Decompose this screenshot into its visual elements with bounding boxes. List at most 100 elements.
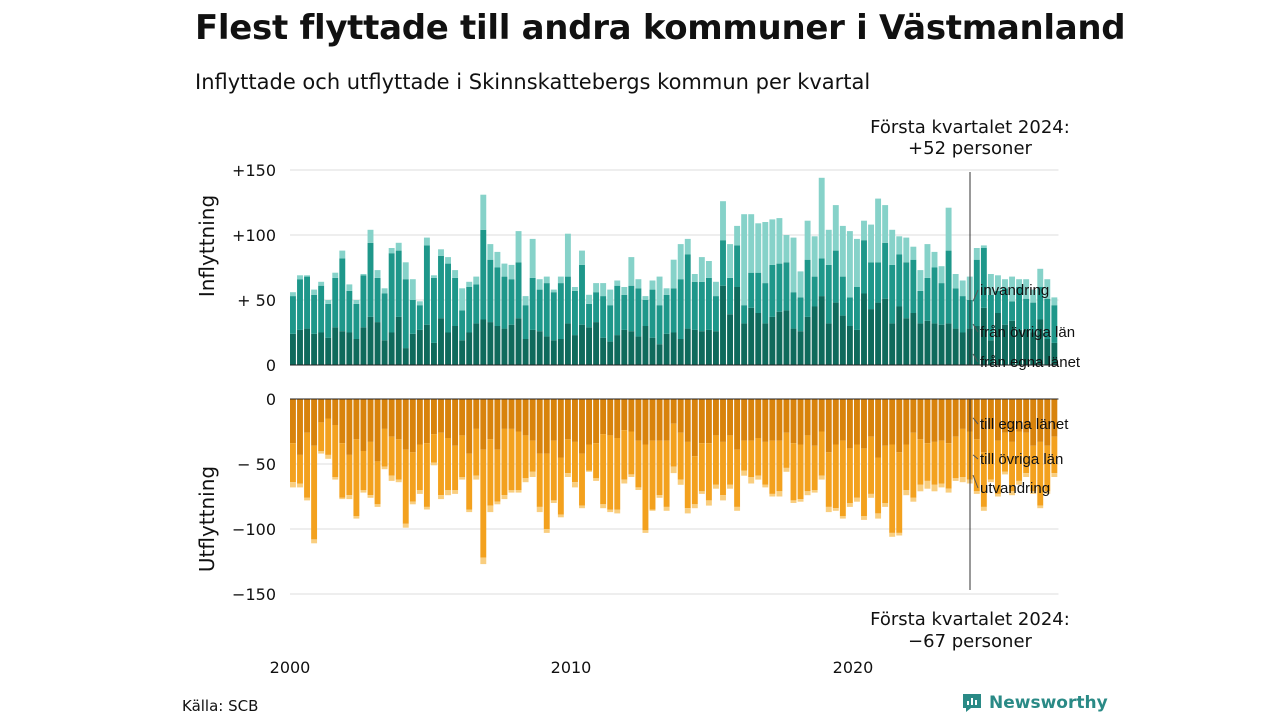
outflow-bar-segment xyxy=(431,434,437,463)
outflow-bar-segment xyxy=(713,399,719,436)
outflow-bar-segment xyxy=(705,500,712,506)
inflow-bar-segment xyxy=(783,235,790,263)
outflow-bar-segment xyxy=(557,399,564,458)
inflow-bar-segment xyxy=(854,287,860,330)
outflow-bar-segment xyxy=(727,484,733,489)
outflow-bar-segment xyxy=(973,491,980,494)
inflow-bar-segment xyxy=(607,305,614,342)
outflow-bar-segment xyxy=(875,399,882,458)
inflow-bar-segment xyxy=(924,277,931,321)
inflow-bar-segment xyxy=(875,262,882,303)
outflow-bar-segment xyxy=(783,432,790,468)
inflow-bar-segment xyxy=(431,275,437,278)
inflow-bar-segment xyxy=(691,329,698,365)
inflow-bar-segment xyxy=(861,240,867,294)
outflow-bar-segment xyxy=(515,490,522,493)
outflow-bar-segment xyxy=(1023,432,1030,474)
outflow-bar-segment xyxy=(995,399,1001,441)
outflow-bar-segment xyxy=(318,451,325,454)
outflow-ylabel: Utflyttning xyxy=(195,466,219,572)
ytick-label: 0 xyxy=(266,390,276,409)
inflow-bar-segment xyxy=(536,331,543,365)
outflow-bar-segment xyxy=(311,539,318,544)
outflow-bar-segment xyxy=(917,399,924,440)
outflow-bar-segment xyxy=(459,435,466,477)
inflow-bar-segment xyxy=(501,263,508,277)
inflow-bar-segment xyxy=(1037,268,1044,287)
outflow-bar-segment xyxy=(473,475,480,480)
inflow-bar-segment xyxy=(423,245,430,325)
inflow-bar-segment xyxy=(698,281,705,332)
outflow-bar-segment xyxy=(769,493,776,497)
outflow-bar-segment xyxy=(741,440,748,471)
inflow-bar-segment xyxy=(1051,305,1058,343)
inflow-bar-segment xyxy=(635,288,642,337)
inflow-bar-segment xyxy=(797,297,804,332)
inflow-bar-segment xyxy=(952,274,959,289)
inflow-bar-segment xyxy=(529,277,536,330)
inflow-bar-segment xyxy=(952,288,959,329)
outflow-bar-segment xyxy=(720,441,726,496)
outflow-bar-segment xyxy=(910,399,917,433)
inflow-bar-segment xyxy=(875,302,882,365)
outflow-bar-segment xyxy=(903,399,910,445)
outflow-bar-segment xyxy=(438,399,444,433)
outflow-bar-segment xyxy=(564,439,571,474)
inflow-annotation-line2: +52 personer xyxy=(908,138,1032,159)
outflow-bar-segment xyxy=(713,484,719,489)
inflow-bar-segment xyxy=(910,313,917,365)
inflow-bar-segment xyxy=(572,287,578,291)
outflow-bar-segment xyxy=(980,506,987,511)
inflow-bar-segment xyxy=(360,327,367,365)
brand-logo[interactable]: Newsworthy xyxy=(961,692,1108,714)
outflow-bar-segment xyxy=(416,399,423,445)
ytick-label: +150 xyxy=(232,161,276,180)
outflow-bar-segment xyxy=(550,500,557,503)
outflow-bar-segment xyxy=(593,443,600,479)
inflow-bar-segment xyxy=(903,262,910,319)
inflow-bar-segment xyxy=(945,207,952,251)
outflow-bars xyxy=(290,399,1058,565)
outflow-bar-segment xyxy=(839,440,846,516)
outflow-bar-segment xyxy=(628,431,635,475)
inflow-bar-segment xyxy=(825,264,832,324)
outflow-bar-segment xyxy=(818,431,825,476)
outflow-bar-segment xyxy=(896,452,903,533)
ytick-label: +100 xyxy=(232,226,276,245)
outflow-bar-segment xyxy=(332,477,339,480)
inflow-bar-segment xyxy=(438,255,444,319)
outflow-bar-segment xyxy=(748,399,755,441)
inflow-bar-segment xyxy=(1016,279,1023,287)
outflow-bar-segment xyxy=(325,454,332,459)
inflow-bar-segment xyxy=(1002,288,1008,325)
outflow-bar-segment xyxy=(304,497,310,501)
outflow-bar-segment xyxy=(959,477,966,483)
outflow-bar-segment xyxy=(903,490,910,496)
inflow-bar-segment xyxy=(593,322,600,365)
inflow-bar-segment xyxy=(494,326,501,365)
inflow-bar-segment xyxy=(480,319,487,365)
outflow-bar-segment xyxy=(586,444,592,471)
outflow-bar-segment xyxy=(649,399,656,441)
inflow-bar-segment xyxy=(1009,320,1015,365)
inflow-bar-segment xyxy=(628,285,635,332)
outflow-bar-segment xyxy=(621,399,628,431)
inflow-bar-segment xyxy=(769,264,776,317)
outflow-bar-segment xyxy=(734,449,741,507)
outflow-annotation-line2: −67 personer xyxy=(908,631,1032,652)
outflow-bar-segment xyxy=(656,495,663,498)
outflow-bar-segment xyxy=(917,439,924,485)
inflow-bar-segment xyxy=(896,306,903,365)
outflow-bar-segment xyxy=(1002,471,1008,475)
inflow-bar-segment xyxy=(628,331,635,365)
inflow-bar-segment xyxy=(868,262,874,310)
outflow-bar-segment xyxy=(318,422,325,451)
inflow-bar-segment xyxy=(508,279,515,325)
inflow-annotation-line1: Första kvartalet 2024: xyxy=(870,117,1070,138)
outflow-bar-segment xyxy=(600,434,607,505)
inflow-bar-segment xyxy=(811,276,818,307)
inflow-bar-segment xyxy=(332,272,339,278)
inflow-bar-segment xyxy=(656,276,663,306)
outflow-bar-segment xyxy=(572,441,578,483)
